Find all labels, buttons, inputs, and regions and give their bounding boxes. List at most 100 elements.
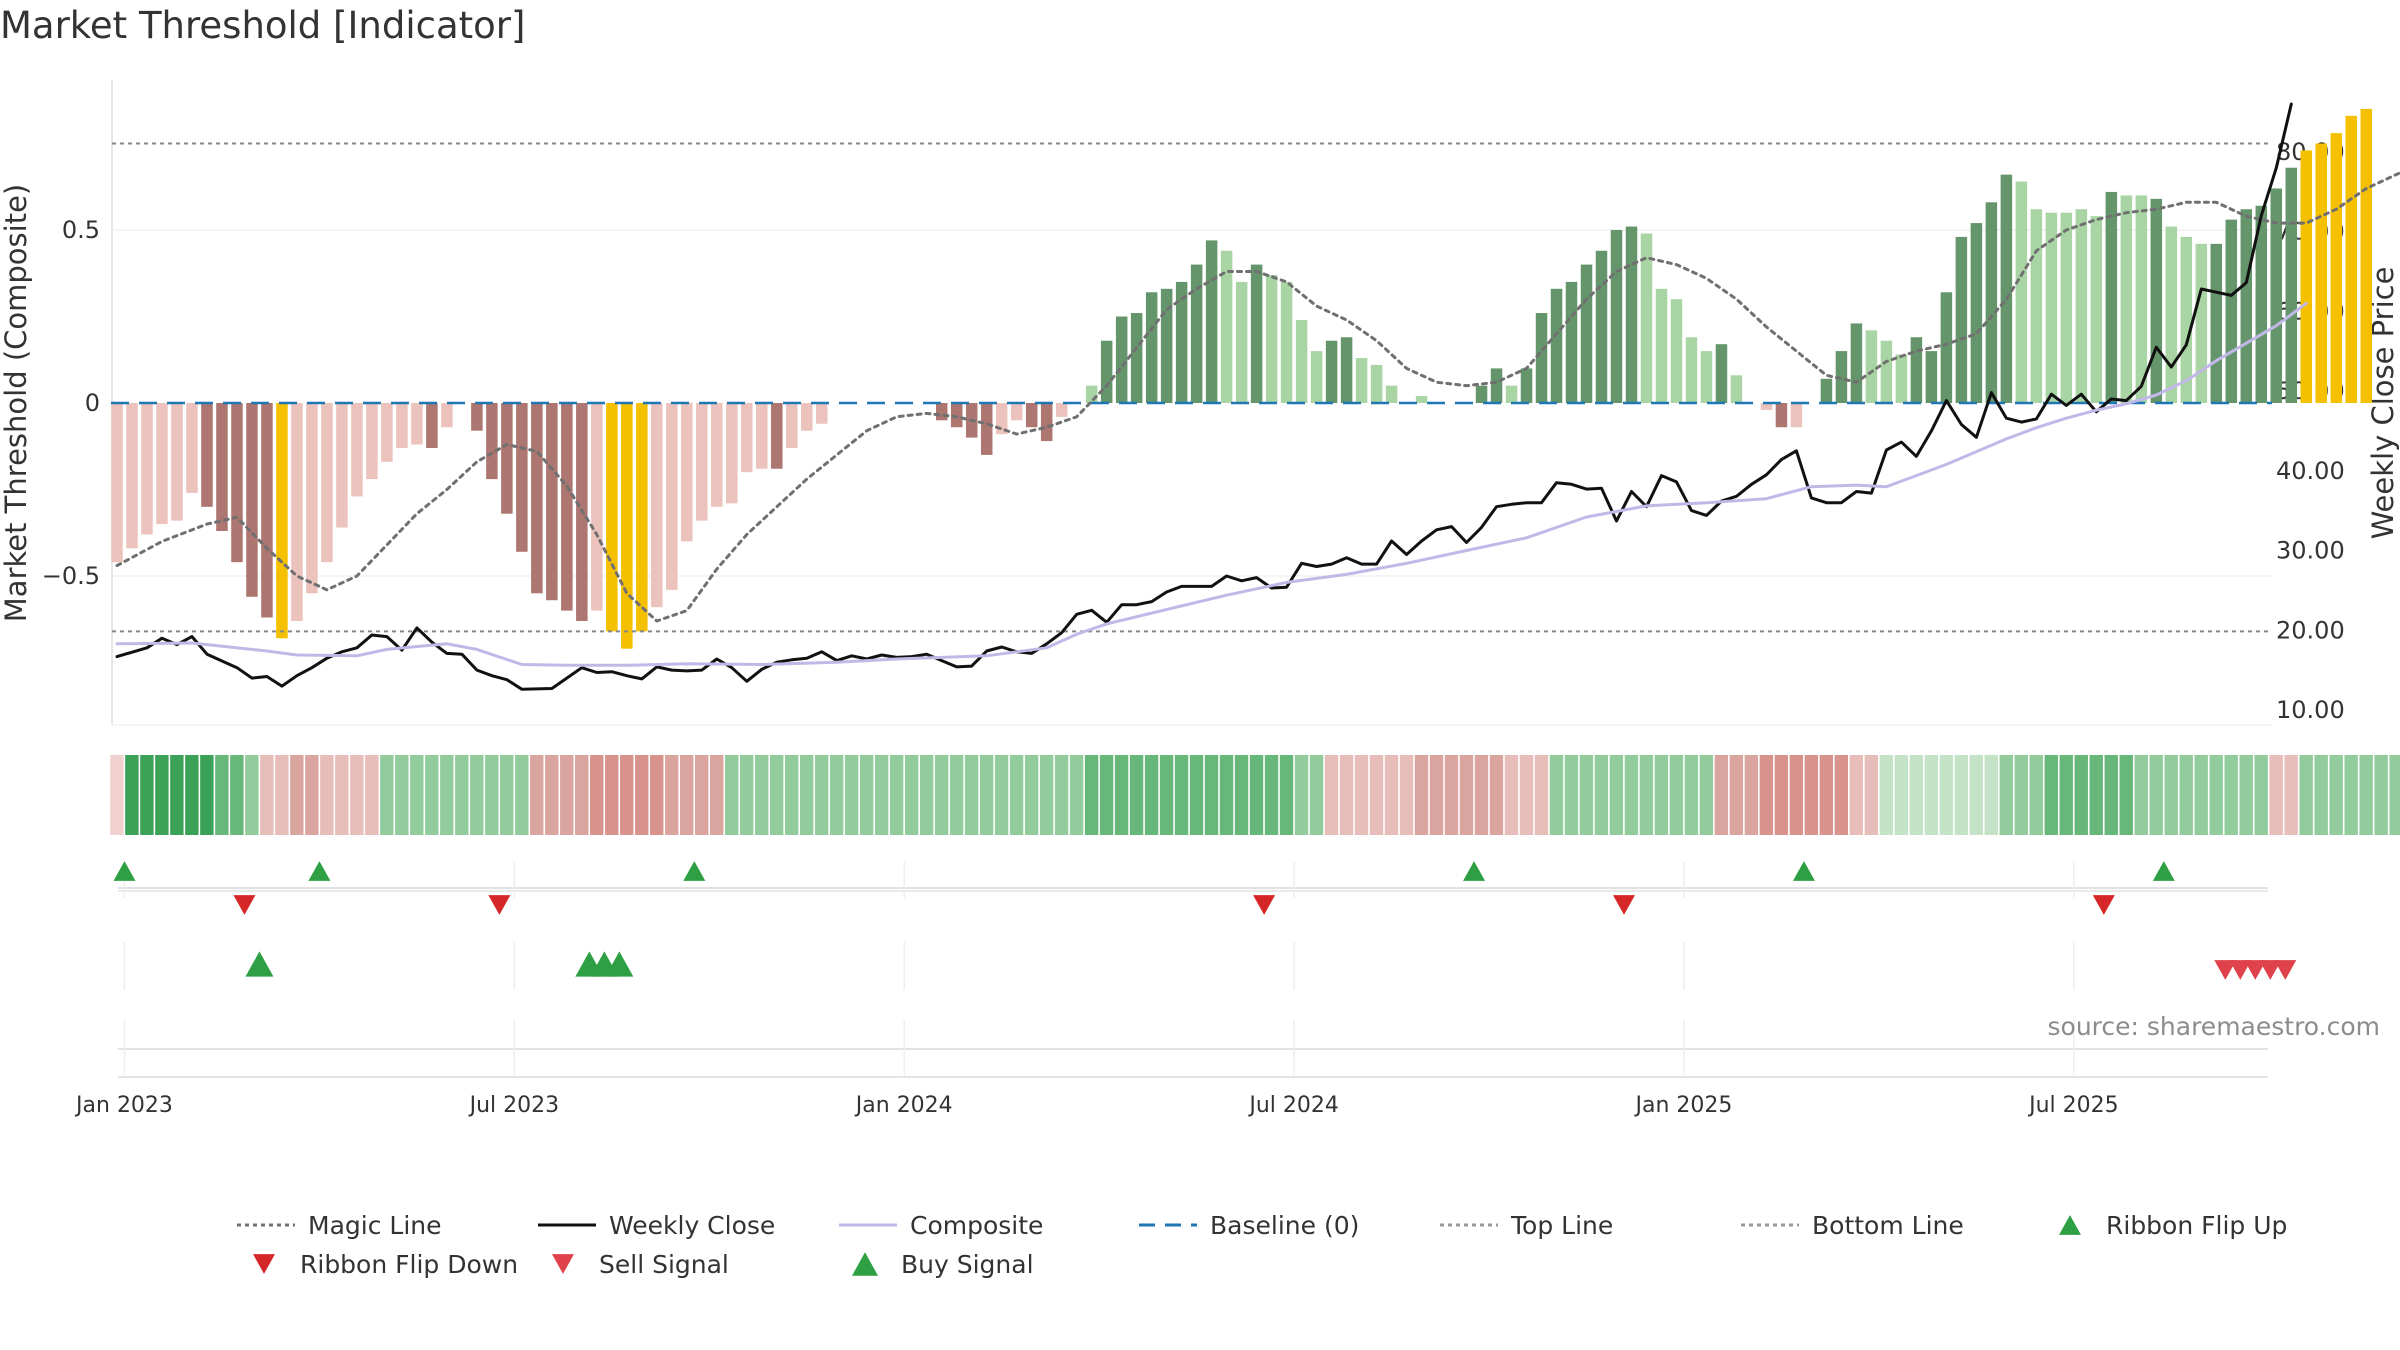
composite-bar: [636, 403, 648, 632]
y-axis-label: Market Threshold (Composite): [0, 184, 33, 622]
composite-bar: [1715, 344, 1728, 403]
composite-bar: [995, 403, 1008, 435]
composite-bar: [516, 403, 528, 552]
ribbon-cell: [1564, 755, 1579, 835]
legend-label: Bottom Line: [1812, 1211, 1964, 1240]
ribbon-cell: [410, 755, 424, 835]
ribbon-cell: [1834, 755, 1849, 835]
composite-bar: [786, 403, 798, 448]
chart-title: Market Threshold [Indicator]: [0, 4, 526, 47]
ribbon-cell: [1294, 755, 1309, 835]
ribbon-cell: [1324, 755, 1339, 835]
legend-label: Top Line: [1510, 1211, 1613, 1240]
y2-tick-label: 10.00: [2276, 696, 2345, 724]
ribbon-cell: [245, 755, 259, 835]
ribbon-cell: [155, 755, 169, 835]
composite-bar: [2285, 167, 2298, 403]
composite-bar: [1055, 403, 1068, 417]
ribbon-cell: [2149, 755, 2163, 835]
composite-bar: [1475, 385, 1488, 403]
ribbon-cell: [964, 755, 979, 835]
ribbon-cell: [2134, 755, 2148, 835]
ribbon-flip-down-marker: [2092, 895, 2115, 915]
composite-bar: [1700, 351, 1713, 403]
ribbon-cell: [1174, 755, 1189, 835]
ribbon-cell: [1789, 755, 1804, 835]
ribbon-cell: [1264, 755, 1279, 835]
ribbon-cell: [1624, 755, 1639, 835]
composite-bar: [1820, 378, 1833, 403]
ribbon-cell: [575, 755, 589, 835]
composite-bar: [1250, 264, 1263, 403]
ribbon-cell: [1579, 755, 1594, 835]
sell-signal-marker: [2259, 960, 2282, 980]
legend-item: Bottom Line: [1741, 1211, 1964, 1240]
ribbon-cell: [2314, 755, 2328, 835]
ribbon-cell: [1999, 755, 2013, 835]
composite-bar: [1175, 281, 1188, 403]
composite-bar: [1955, 236, 1968, 403]
composite-bar: [1970, 223, 1983, 403]
composite-bar: [471, 403, 483, 431]
ribbon-cell: [814, 755, 829, 835]
ribbon-cell: [2044, 755, 2058, 835]
ribbon-cell: [2299, 755, 2313, 835]
ribbon-cell: [650, 755, 664, 835]
ribbon-cell: [1249, 755, 1264, 835]
composite-bar: [261, 403, 273, 618]
ribbon-cell: [1219, 755, 1234, 835]
composite-bar: [2345, 115, 2358, 403]
ribbon-cell: [2239, 755, 2253, 835]
composite-bar: [1565, 281, 1578, 403]
ribbon-cell: [1954, 755, 1968, 835]
ribbon-cell: [350, 755, 364, 835]
ribbon-cell: [904, 755, 919, 835]
ribbon-cell: [530, 755, 544, 835]
ribbon-cell: [305, 755, 319, 835]
y-tick-label: −0.5: [42, 562, 100, 590]
ribbon-cell: [1939, 755, 1953, 835]
ribbon-cell: [874, 755, 889, 835]
ribbon-cell: [859, 755, 874, 835]
x-tick-label: Jan 2024: [854, 1093, 953, 1118]
ribbon-cell: [2209, 755, 2223, 835]
ribbon-cell: [1924, 755, 1938, 835]
ribbon-flip-down-marker: [1253, 895, 1276, 915]
composite-bar: [321, 403, 333, 563]
composite-bar: [171, 403, 183, 521]
ribbon-flip-up-marker: [308, 861, 331, 881]
composite-bar: [1760, 403, 1773, 410]
composite-bar: [2120, 195, 2133, 403]
ribbon-cell: [125, 755, 139, 835]
weekly-close-line: [115, 102, 2293, 691]
ribbon-cell: [1639, 755, 1654, 835]
composite-bar: [1835, 351, 1848, 403]
ribbon-cell: [1024, 755, 1039, 835]
ribbon-cell: [680, 755, 694, 835]
ribbon-cell: [2284, 755, 2298, 835]
legend-item: Sell Signal: [599, 1250, 729, 1279]
y-tick-label: 0: [85, 389, 100, 417]
ribbon-cell: [455, 755, 469, 835]
ribbon-cell: [185, 755, 199, 835]
composite-bar: [1670, 299, 1683, 403]
composite-bar: [2225, 219, 2238, 403]
ribbon-cell: [1429, 755, 1444, 835]
composite-bar: [1790, 403, 1803, 428]
composite-bar: [1145, 292, 1158, 403]
ribbon-cell: [170, 755, 184, 835]
composite-bar: [935, 403, 948, 421]
legend-item: Ribbon Flip Up: [2106, 1211, 2287, 1240]
composite-bar: [1940, 292, 1953, 403]
composite-bar: [186, 403, 198, 493]
x-tick-label: Jan 2023: [74, 1093, 173, 1118]
composite-bar: [2330, 133, 2343, 403]
composite-bar: [561, 403, 573, 611]
ribbon-cell: [1474, 755, 1489, 835]
ribbon-cell: [515, 755, 529, 835]
ribbon-cell: [1489, 755, 1504, 835]
composite-bar: [2045, 212, 2058, 403]
ribbon-cell: [1459, 755, 1474, 835]
buy-signal-marker: [605, 951, 634, 977]
